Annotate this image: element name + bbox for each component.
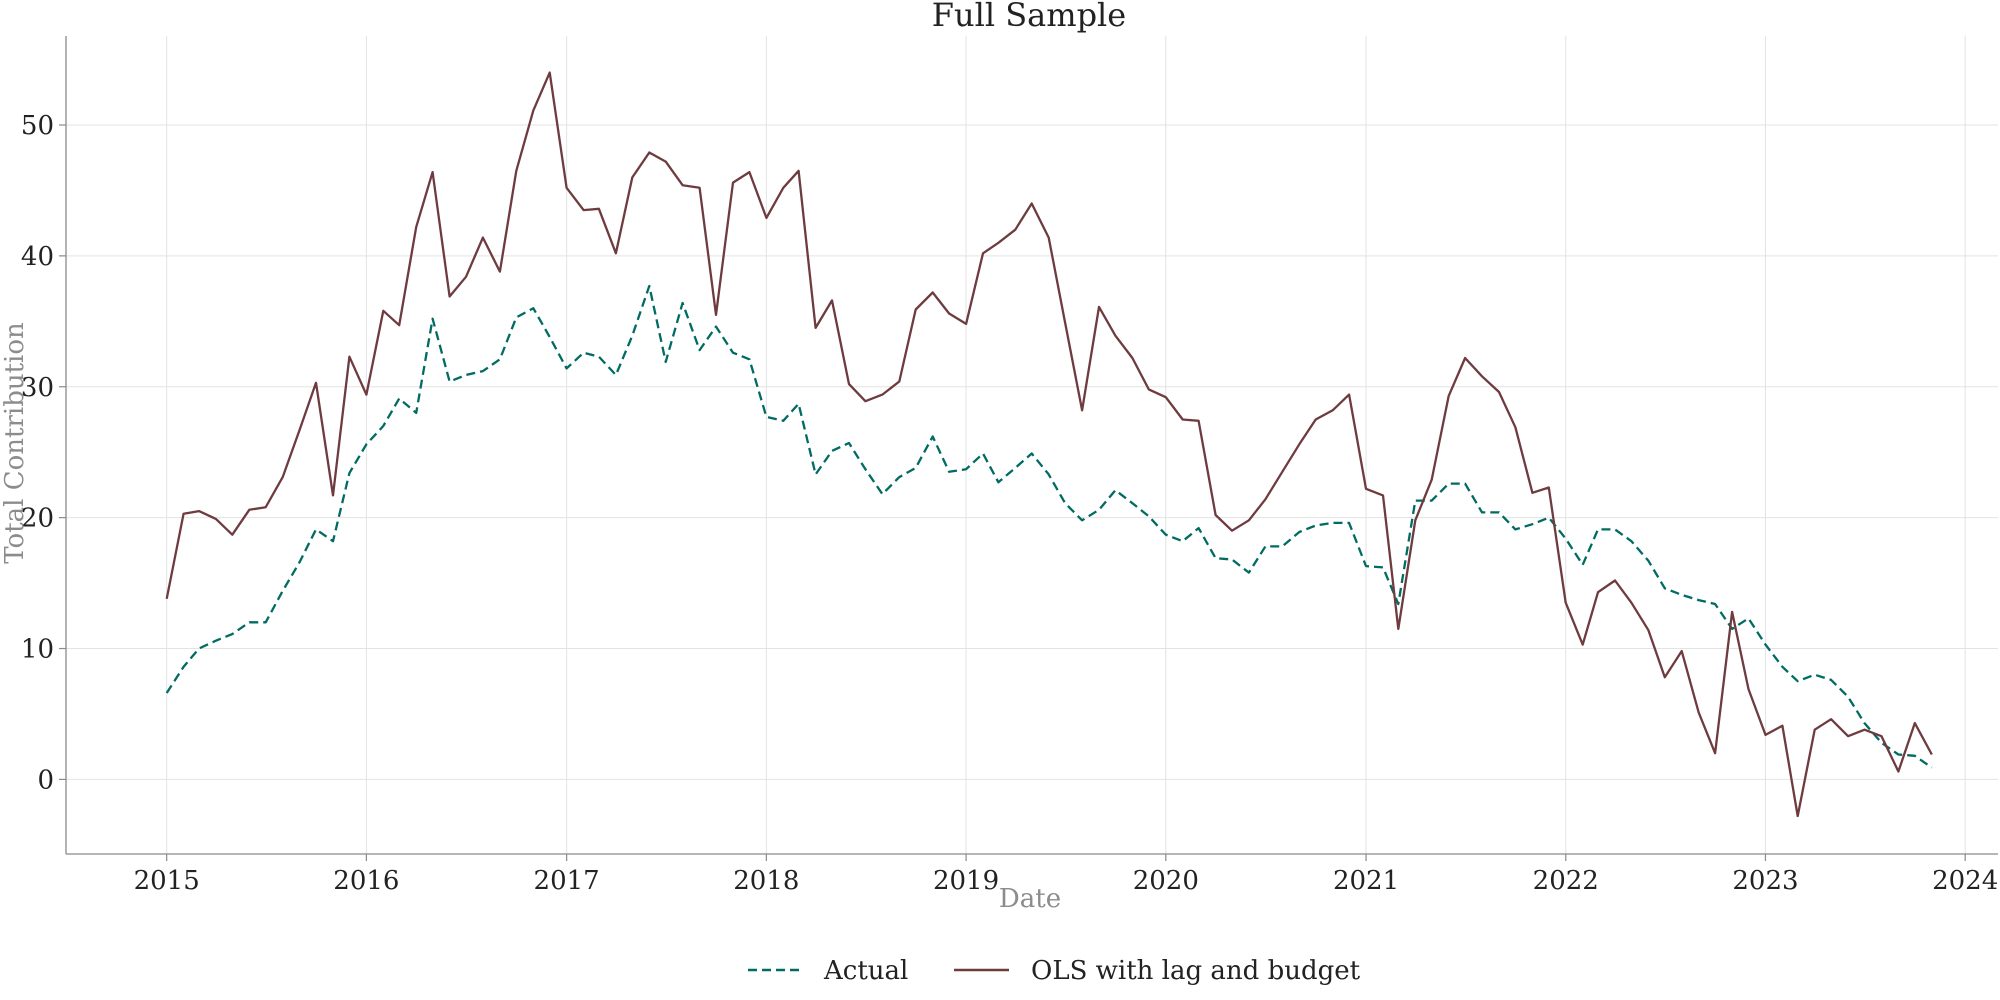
y-tick-label: 30 bbox=[21, 373, 54, 403]
y-tick-label: 40 bbox=[21, 242, 54, 272]
y-tick-label: 50 bbox=[21, 111, 54, 141]
axes: 0 10 20 30 40 50 2015 2016 2017 2018 2019 2020 2021 2… bbox=[21, 36, 1998, 896]
x-tick-label: 2022 bbox=[1533, 866, 1599, 896]
x-tick-label: 2024 bbox=[1932, 866, 1998, 896]
legend-label-actual: Actual bbox=[823, 956, 908, 986]
y-axis-label: Total Contribution bbox=[0, 322, 30, 564]
y-tick-label: 10 bbox=[21, 635, 54, 665]
x-tick-label: 2018 bbox=[733, 866, 799, 896]
x-tick-label: 2023 bbox=[1732, 866, 1798, 896]
series-line-ols-with-lag-and-budget bbox=[165, 71, 1933, 818]
x-tick-label: 2020 bbox=[1133, 866, 1199, 896]
x-axis-label: Date bbox=[999, 884, 1061, 914]
x-tick-label: 2017 bbox=[534, 866, 600, 896]
legend: Actual OLS with lag and budget bbox=[748, 956, 1361, 986]
x-tick-label: 2021 bbox=[1333, 866, 1399, 896]
series-lines bbox=[165, 71, 1933, 818]
y-tick-label: 20 bbox=[21, 504, 54, 534]
grid bbox=[66, 36, 1998, 854]
series-line-actual bbox=[165, 284, 1933, 769]
x-tick-label: 2015 bbox=[134, 866, 200, 896]
x-tick-label: 2019 bbox=[933, 866, 999, 896]
x-tick-label: 2016 bbox=[333, 866, 399, 896]
chart-title: Full Sample bbox=[932, 0, 1126, 34]
y-tick-label: 0 bbox=[37, 765, 54, 795]
legend-label-ols: OLS with lag and budget bbox=[1031, 956, 1361, 986]
